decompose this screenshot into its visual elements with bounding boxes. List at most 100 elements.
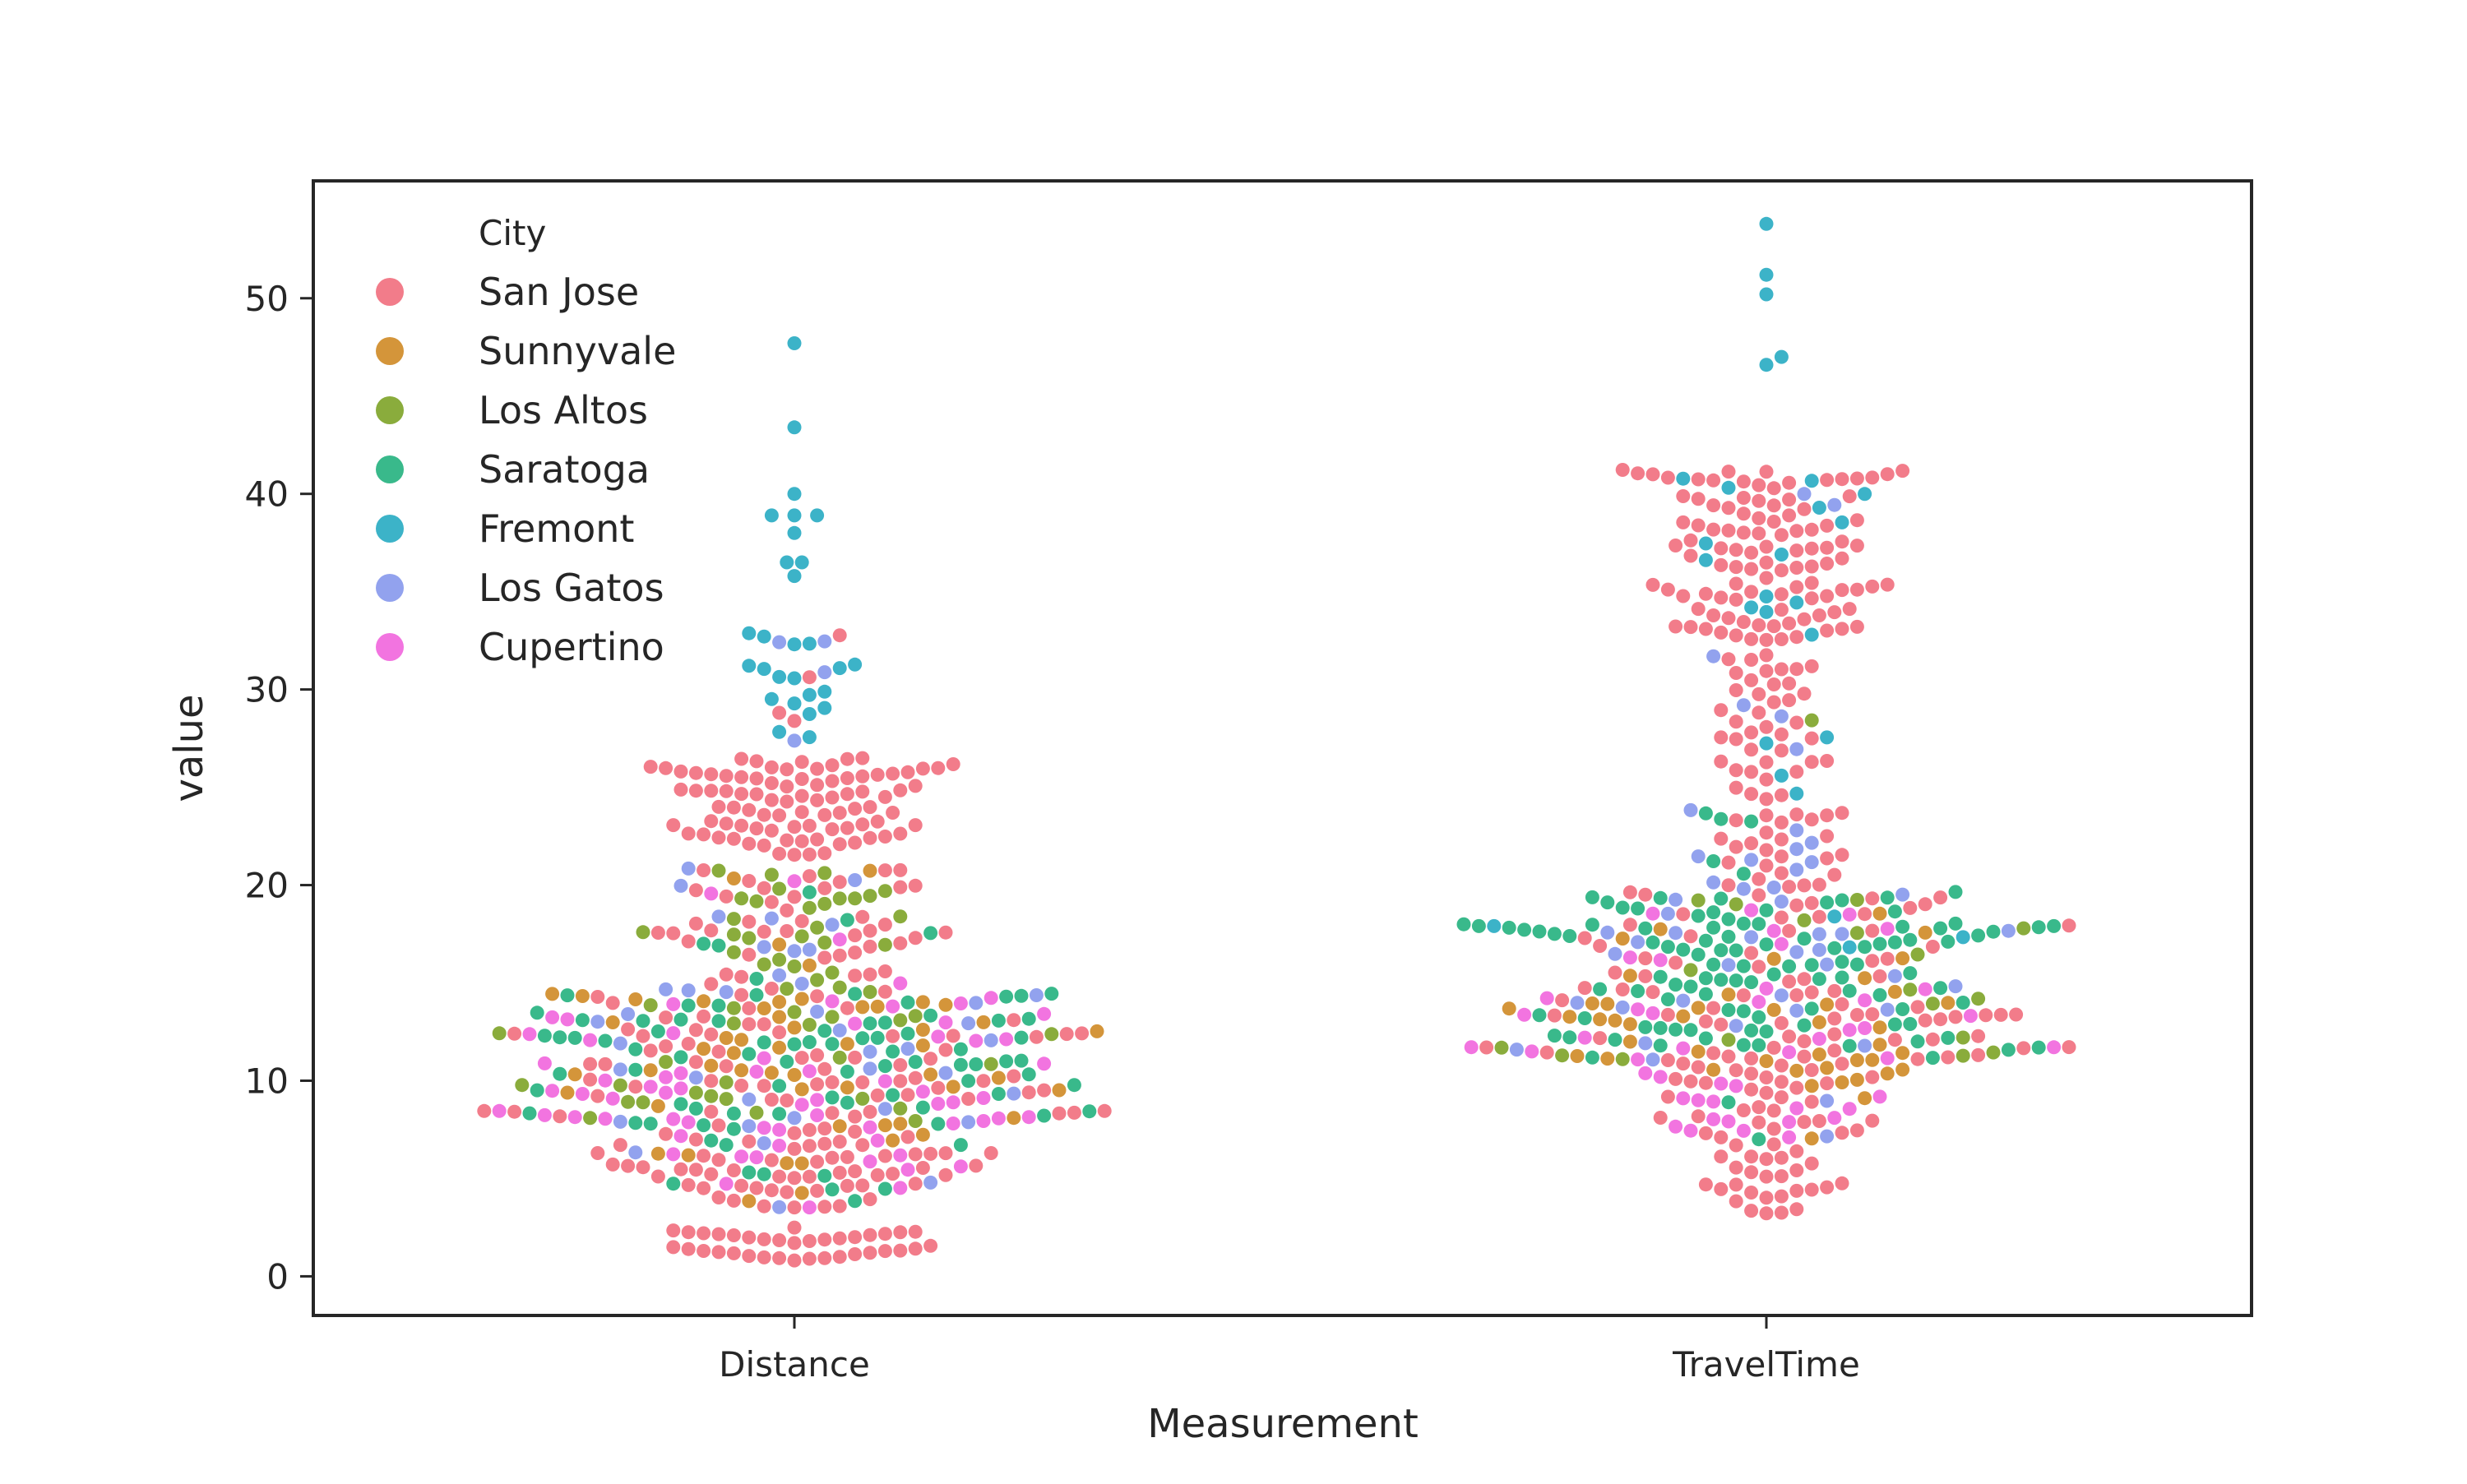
data-point-san-jose xyxy=(840,821,854,835)
data-point-saratoga xyxy=(1782,959,1797,973)
data-point-los-gatos xyxy=(613,1036,627,1051)
data-point-san-jose xyxy=(1714,1181,1729,1196)
data-point-saratoga xyxy=(877,1015,892,1030)
data-point-san-jose xyxy=(787,1126,802,1140)
data-point-san-jose xyxy=(1669,955,1683,970)
data-point-san-jose xyxy=(704,784,719,798)
data-point-cupertino xyxy=(953,996,968,1010)
data-point-san-jose xyxy=(1037,1083,1052,1098)
data-point-san-jose xyxy=(1865,1070,1880,1084)
data-point-los-altos xyxy=(1956,1048,1970,1063)
data-point-san-jose xyxy=(1971,1029,1986,1043)
data-point-los-altos xyxy=(726,945,741,959)
data-point-los-gatos xyxy=(621,1007,636,1021)
data-point-sunnyvale xyxy=(886,1133,900,1148)
data-point-saratoga xyxy=(719,1138,734,1153)
data-point-saratoga xyxy=(855,1031,870,1046)
data-point-cupertino xyxy=(877,1074,892,1089)
data-point-san-jose xyxy=(900,765,915,779)
data-point-san-jose xyxy=(764,895,779,909)
data-point-saratoga xyxy=(1706,905,1721,920)
data-point-saratoga xyxy=(711,998,726,1013)
data-point-saratoga xyxy=(1706,920,1721,935)
data-point-san-jose xyxy=(1736,491,1751,505)
data-point-san-jose xyxy=(749,1181,764,1195)
data-point-saratoga xyxy=(1714,943,1729,958)
data-point-saratoga xyxy=(953,1042,968,1056)
data-point-san-jose xyxy=(848,969,863,983)
data-point-los-gatos xyxy=(1820,1093,1835,1108)
data-point-san-jose xyxy=(787,714,802,728)
data-point-san-jose xyxy=(605,1157,620,1172)
data-point-san-jose xyxy=(1774,563,1789,578)
data-point-cupertino xyxy=(863,1120,877,1135)
data-point-san-jose xyxy=(1774,1169,1789,1184)
data-point-saratoga xyxy=(840,913,854,927)
data-point-saratoga xyxy=(915,1100,930,1115)
data-point-los-altos xyxy=(1683,963,1698,978)
data-point-san-jose xyxy=(1789,1144,1804,1158)
data-point-cupertino xyxy=(1037,1056,1052,1071)
data-point-los-gatos xyxy=(794,977,809,991)
data-point-los-gatos xyxy=(961,1115,976,1130)
data-point-los-gatos xyxy=(969,996,984,1010)
data-point-san-jose xyxy=(590,990,605,1004)
data-point-san-jose xyxy=(1729,1063,1743,1078)
data-point-los-altos xyxy=(1956,1030,1970,1045)
data-point-saratoga xyxy=(1714,973,1729,987)
data-point-san-jose xyxy=(1797,502,1812,516)
data-point-san-jose xyxy=(726,1163,741,1177)
legend-label-san-jose: San Jose xyxy=(479,270,639,314)
data-point-san-jose xyxy=(1021,1085,1036,1100)
data-point-saratoga xyxy=(1721,1003,1736,1017)
data-point-san-jose xyxy=(1835,1176,1849,1190)
data-point-san-jose xyxy=(1759,1190,1774,1205)
data-point-san-jose xyxy=(1721,1049,1736,1064)
data-point-cupertino xyxy=(492,1103,507,1118)
data-point-san-jose xyxy=(1804,812,1819,827)
data-point-los-gatos xyxy=(681,861,696,876)
data-point-san-jose xyxy=(697,1009,711,1024)
data-point-los-altos xyxy=(636,925,650,940)
data-point-los-altos xyxy=(908,1009,923,1024)
data-point-sunnyvale xyxy=(575,989,590,1003)
data-point-san-jose xyxy=(1835,583,1849,598)
data-point-san-jose xyxy=(840,771,854,785)
legend-title: City xyxy=(479,213,546,253)
data-point-los-gatos xyxy=(1736,698,1751,713)
data-point-saratoga xyxy=(1849,957,1864,972)
data-point-san-jose xyxy=(598,1056,613,1071)
data-point-san-jose xyxy=(802,1122,817,1137)
data-point-san-jose xyxy=(697,863,711,877)
data-point-cupertino xyxy=(810,1093,825,1107)
data-point-san-jose xyxy=(772,846,787,861)
data-point-fremont xyxy=(1842,940,1857,955)
data-point-saratoga xyxy=(1804,958,1819,973)
data-point-los-gatos xyxy=(772,1200,787,1214)
data-point-san-jose xyxy=(719,889,734,904)
data-point-sunnyvale xyxy=(726,1046,741,1061)
data-point-san-jose xyxy=(613,1138,627,1153)
data-point-san-jose xyxy=(1729,683,1743,697)
data-point-san-jose xyxy=(1744,1051,1759,1066)
data-point-san-jose xyxy=(1774,1090,1789,1105)
data-point-saratoga xyxy=(1653,1020,1668,1035)
data-point-cupertino xyxy=(1691,1093,1706,1107)
data-point-san-jose xyxy=(1608,965,1622,980)
data-point-san-jose xyxy=(938,1042,953,1057)
data-point-sunnyvale xyxy=(794,992,809,1006)
data-point-san-jose xyxy=(1941,1050,1956,1065)
data-point-sunnyvale xyxy=(628,992,643,1006)
data-point-san-jose xyxy=(1835,806,1849,821)
data-point-fremont xyxy=(1774,548,1789,562)
data-point-san-jose xyxy=(886,766,900,781)
data-point-fremont xyxy=(757,629,771,644)
data-point-san-jose xyxy=(757,838,771,853)
data-point-san-jose xyxy=(764,776,779,790)
data-point-sunnyvale xyxy=(1872,1020,1887,1035)
data-point-cupertino xyxy=(598,1073,613,1088)
data-point-fremont xyxy=(787,525,802,540)
data-point-san-jose xyxy=(583,1072,598,1087)
data-point-san-jose xyxy=(1774,1058,1789,1073)
